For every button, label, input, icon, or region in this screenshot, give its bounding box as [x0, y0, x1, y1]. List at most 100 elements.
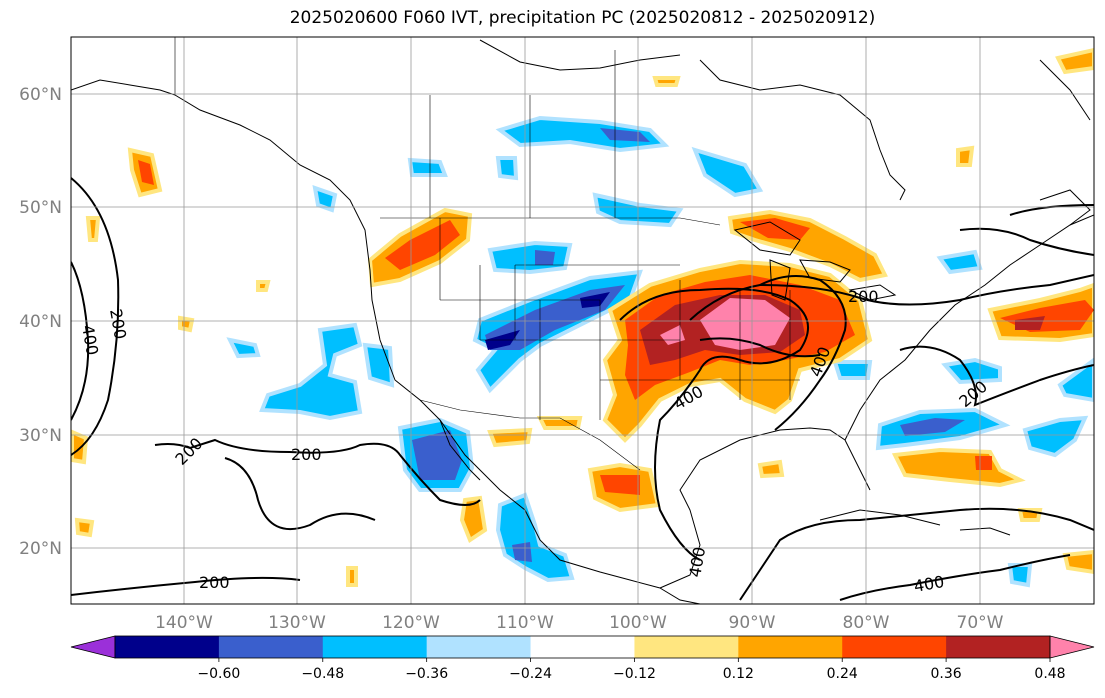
colorbar-segment	[946, 636, 1051, 658]
colorbar-segment	[530, 636, 635, 658]
neg-anomaly-area	[226, 337, 261, 359]
ivt-contour-200	[689, 274, 1094, 321]
baja-coast	[439, 419, 481, 481]
lat-label: 20°N	[19, 539, 62, 559]
neg-anomaly-area	[1022, 415, 1089, 458]
pos-anomaly-core	[975, 456, 992, 470]
cuba	[819, 509, 941, 526]
lat-label: 50°N	[19, 198, 62, 218]
lon-label: 80°W	[843, 613, 890, 633]
lon-label: 140°W	[155, 613, 213, 633]
greenland-edge	[1039, 59, 1091, 121]
colorbar-extend-high	[1049, 635, 1095, 659]
neg-anomaly-area	[941, 357, 1002, 385]
ivt-contour-200	[71, 576, 301, 596]
colorbar-segment	[115, 636, 220, 658]
neg-anomaly-area	[495, 115, 670, 153]
hudson-bay	[699, 59, 906, 201]
hispaniola	[959, 527, 1011, 536]
colorbar-extend-low	[70, 635, 116, 659]
pos-anomaly-core	[385, 220, 460, 270]
ivt-contour-400	[619, 287, 809, 561]
neg-anomaly-area	[936, 249, 983, 275]
colorbar-outline	[114, 635, 1051, 659]
neg-anomaly-area	[407, 157, 448, 177]
pos-anomaly-area	[459, 495, 488, 544]
colorbar-segment	[738, 636, 843, 658]
colorbar-tick-label: −0.36	[405, 666, 448, 682]
lat-label: 30°N	[19, 426, 62, 446]
newfoundland	[1039, 189, 1091, 226]
pos-anomaly-area	[346, 566, 358, 587]
neg-anomaly-core	[512, 542, 532, 562]
colorbar-ticks: −0.60 −0.48 −0.36 −0.24 −0.12 0.12 0.24 0.36 0.4…	[197, 658, 1066, 682]
ivt-contour-200	[71, 177, 120, 456]
pos-anomaly-area	[652, 76, 681, 87]
neg-anomaly-area	[1007, 563, 1033, 588]
ivt-contour-400	[839, 554, 1071, 601]
colorbar-tick-label: 0.12	[723, 666, 754, 682]
pos-anomaly-area	[1055, 47, 1094, 75]
pos-anomaly-area	[256, 280, 271, 292]
pos-anomaly-core	[1015, 316, 1045, 330]
east-coast	[844, 214, 1094, 441]
pos-anomaly-area	[85, 216, 101, 242]
pos-anomaly-area	[178, 315, 195, 333]
us-canada-border	[380, 217, 721, 226]
colorbar	[70, 635, 1095, 659]
neg-anomaly-area	[691, 146, 764, 198]
lon-label: 100°W	[609, 613, 667, 633]
map-title: 2025020600 F060 IVT, precipitation PC (2…	[289, 8, 876, 28]
neg-anomaly-core	[600, 128, 650, 142]
colorbar-segment	[426, 636, 532, 658]
pos-anomaly-core	[600, 475, 640, 495]
us-states	[439, 218, 800, 420]
neg-anomaly-core	[900, 418, 965, 436]
pos-anomaly-area	[956, 145, 975, 167]
colorbar-segment	[842, 636, 947, 658]
coastlines	[71, 39, 1094, 604]
north-america-west-coast	[174, 94, 661, 589]
colorbar-segment	[218, 636, 324, 658]
neg-anomaly-area	[592, 192, 684, 228]
lat-label: 60°N	[19, 85, 62, 105]
contour-label: 200	[848, 287, 879, 306]
pos-anomaly-area	[487, 427, 533, 448]
lat-label: 40°N	[19, 312, 62, 332]
colorbar-segment	[634, 636, 739, 658]
ivt-contour-400	[959, 204, 1094, 256]
ivt-contour-400	[71, 261, 90, 421]
central-america	[659, 587, 701, 604]
great-lakes	[733, 221, 897, 301]
neg-anomaly-area	[312, 184, 338, 213]
graticule	[71, 37, 1094, 604]
contour-label: 200	[291, 445, 322, 464]
alaska-coast	[71, 79, 176, 96]
lon-label: 90°W	[729, 613, 776, 633]
colorbar-tick-label: 0.48	[1034, 666, 1065, 682]
pos-anomaly-core	[740, 218, 810, 240]
precip-shading	[71, 47, 1094, 588]
pos-anomaly-area	[536, 416, 583, 430]
map-layers	[71, 37, 1094, 604]
pos-anomaly-area	[1062, 549, 1094, 575]
lon-label: 130°W	[268, 613, 326, 633]
pos-anomaly-core	[138, 160, 154, 185]
lon-label: 120°W	[382, 613, 440, 633]
colorbar-tick-label: −0.24	[509, 666, 552, 682]
neg-anomaly-area	[362, 342, 395, 388]
neg-anomaly-area	[495, 156, 519, 181]
contour-label: 200	[199, 573, 230, 592]
ivt-contour-200	[739, 507, 1094, 601]
lon-label: 70°W	[957, 613, 1004, 633]
neg-anomaly-core	[535, 250, 555, 265]
colorbar-tick-label: −0.48	[301, 666, 344, 682]
neg-anomaly-area	[259, 322, 363, 421]
map-frame	[70, 36, 1095, 605]
neg-anomaly-core	[485, 292, 610, 350]
ivt-contour-200	[224, 457, 376, 530]
colorbar-tick-label: 0.36	[931, 666, 962, 682]
arctic-coast	[479, 39, 681, 71]
ivt-contour-400	[759, 275, 847, 431]
